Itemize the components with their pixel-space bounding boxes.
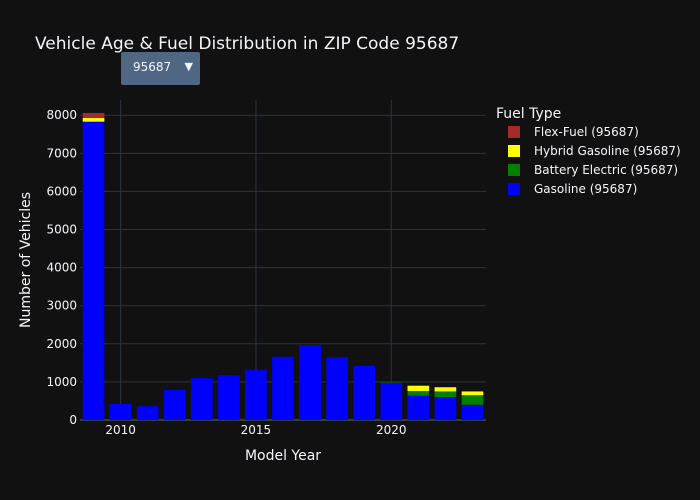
bar-segment[interactable] (434, 387, 457, 392)
bar-segment[interactable] (218, 375, 240, 420)
bar-segment[interactable] (272, 356, 294, 420)
y-tick-label: 0 (69, 413, 77, 427)
legend-label[interactable]: Battery Electric (95687) (534, 163, 678, 177)
bar-layer (82, 112, 484, 420)
bar-segment[interactable] (461, 395, 484, 405)
chevron-down-icon: ▼ (184, 60, 193, 73)
bar-segment[interactable] (299, 345, 321, 420)
y-tick-label: 1000 (46, 375, 77, 389)
y-axis-title: Number of Vehicles (18, 192, 34, 328)
y-tick-label: 6000 (46, 184, 77, 198)
bar-segment[interactable] (326, 357, 348, 420)
legend-swatch[interactable] (508, 126, 520, 138)
x-tick-label: 2015 (241, 423, 272, 437)
y-tick-label: 5000 (46, 223, 77, 237)
zip-code-dropdown[interactable]: 95687 ▼ (121, 52, 200, 85)
dropdown-selected-value: 95687 (133, 60, 172, 74)
bar-segment[interactable] (434, 391, 457, 398)
bar-segment[interactable] (461, 391, 484, 396)
bar-segment[interactable] (82, 112, 105, 118)
bar-segment[interactable] (407, 395, 430, 420)
y-tick-label: 8000 (46, 108, 77, 122)
legend-swatch[interactable] (508, 145, 520, 157)
bar-segment[interactable] (407, 385, 430, 392)
legend-title: Fuel Type (496, 106, 561, 122)
bar-segment[interactable] (190, 378, 213, 420)
bar-segment[interactable] (82, 117, 105, 122)
bar-segment[interactable] (163, 389, 186, 420)
chart-title: Vehicle Age & Fuel Distribution in ZIP C… (35, 34, 460, 54)
legend: Fuel Type Flex-Fuel (95687) Hybrid Gasoli… (496, 106, 681, 196)
legend-label[interactable]: Gasoline (95687) (534, 182, 637, 196)
y-tick-label: 3000 (46, 299, 77, 313)
bar-segment[interactable] (353, 365, 376, 420)
legend-swatch[interactable] (508, 164, 520, 176)
legend-label[interactable]: Flex-Fuel (95687) (534, 125, 639, 139)
legend-label[interactable]: Hybrid Gasoline (95687) (534, 144, 681, 158)
legend-swatch[interactable] (508, 183, 520, 195)
bar-segment[interactable] (461, 404, 484, 420)
legend-items: Flex-Fuel (95687) Hybrid Gasoline (95687)… (508, 125, 681, 196)
y-tick-label: 4000 (46, 261, 77, 275)
x-axis-title: Model Year (245, 448, 321, 464)
axis-layer: 0 1000 2000 3000 4000 5000 6000 7000 8000 2010 201… (46, 108, 406, 437)
bar-segment[interactable] (245, 370, 267, 420)
bar-segment[interactable] (434, 397, 457, 420)
y-tick-label: 7000 (46, 146, 77, 160)
x-tick-label: 2020 (376, 423, 407, 437)
bar-segment[interactable] (380, 383, 403, 420)
x-tick-label: 2010 (105, 423, 136, 437)
y-tick-label: 2000 (46, 337, 77, 351)
bar-segment[interactable] (82, 121, 105, 420)
bar-segment[interactable] (407, 391, 430, 396)
bar-segment[interactable] (109, 404, 132, 420)
bar-segment[interactable] (136, 406, 159, 420)
